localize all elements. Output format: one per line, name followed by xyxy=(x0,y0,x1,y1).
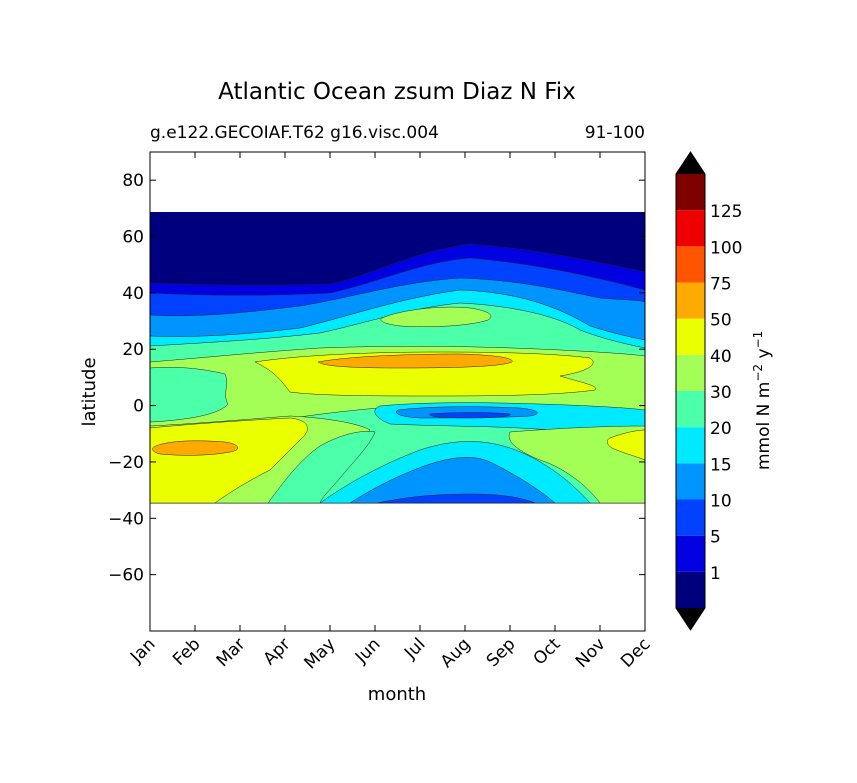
y-axis-label: latitude xyxy=(79,357,100,426)
y-tick-label: 80 xyxy=(122,171,144,191)
colorbar-tick-label: 50 xyxy=(710,311,732,331)
y-axis: 80 60 40 20 0 −20 −40 −60 xyxy=(108,171,645,586)
colorbar-segment xyxy=(676,354,705,391)
contour-level-2-equator xyxy=(429,412,511,419)
y-tick-label: 0 xyxy=(133,397,144,417)
chart-title: Atlantic Ocean zsum Diaz N Fix xyxy=(218,79,576,105)
colorbar-tick-label: 1 xyxy=(710,564,721,584)
x-tick-label: Feb xyxy=(169,634,204,669)
colorbar-segment xyxy=(676,282,705,319)
contour-level-8-south xyxy=(152,440,238,456)
x-tick-label: Jul xyxy=(400,634,429,663)
colorbar-tick-label: 10 xyxy=(710,492,732,512)
y-tick-label: −20 xyxy=(108,453,144,473)
x-tick-label: Aug xyxy=(437,634,475,672)
y-tick-label: 40 xyxy=(122,284,144,304)
colorbar-tick-label: 15 xyxy=(710,455,732,475)
y-tick-label: −40 xyxy=(108,509,144,529)
x-tick-label: Mar xyxy=(213,634,250,671)
colorbar-segment xyxy=(676,210,705,247)
x-tick-label: May xyxy=(301,634,340,673)
contour-level-3-south xyxy=(349,457,556,504)
x-axis-label: month xyxy=(368,684,426,705)
y-tick-label: −60 xyxy=(108,566,144,586)
colorbar-segment xyxy=(676,499,705,536)
colorbar-segment xyxy=(676,463,705,500)
x-tick-label: Jun xyxy=(351,634,385,668)
contour-level-5-west xyxy=(150,367,229,423)
plot-frame xyxy=(149,151,646,632)
x-tick-label: Jan xyxy=(126,634,159,667)
contour-level-8-north xyxy=(317,353,513,369)
colorbar-extend-min xyxy=(676,608,705,630)
contour-level-7-south xyxy=(150,417,308,504)
colorbar-segment xyxy=(676,535,705,572)
colorbar-tick-label: 125 xyxy=(710,202,742,222)
colorbar-extend-max xyxy=(676,152,705,174)
subtitle-left: g.e122.GECOIAF.T62 g16.visc.004 xyxy=(150,123,439,143)
colorbar-segment xyxy=(676,391,705,428)
x-tick-label: Apr xyxy=(260,634,295,669)
contour-field xyxy=(150,212,645,504)
colorbar-segment xyxy=(676,246,705,283)
x-tick-label: Nov xyxy=(572,634,610,672)
colorbar-tick-label: 40 xyxy=(710,347,732,367)
colorbar-outline xyxy=(675,151,706,631)
contour-level-2-south xyxy=(377,493,536,504)
colorbar-tick-label: 20 xyxy=(710,419,732,439)
subtitle-right: 91-100 xyxy=(585,123,645,143)
colorbar-tick-label: 5 xyxy=(710,528,721,548)
colorbar-label: mmol N m−2 y−1 xyxy=(751,331,774,470)
y-tick-label: 60 xyxy=(122,228,144,248)
contour-level-5-southwest xyxy=(267,431,376,504)
x-tick-label: Dec xyxy=(617,634,654,671)
colorbar-segment xyxy=(676,318,705,355)
contour-level-6b xyxy=(380,306,492,327)
x-tick-label: Sep xyxy=(483,634,520,671)
x-tick-label: Oct xyxy=(530,634,565,669)
colorbar-tick-label: 75 xyxy=(710,275,732,295)
colorbar-tick-label: 30 xyxy=(710,383,732,403)
colorbar-tick-label: 100 xyxy=(710,238,742,258)
y-tick-label: 20 xyxy=(122,340,144,360)
contour-level-7-southeast xyxy=(607,429,645,461)
colorbar-segment xyxy=(676,174,705,211)
colorbar-segment xyxy=(676,571,705,608)
colorbar-segment xyxy=(676,427,705,464)
